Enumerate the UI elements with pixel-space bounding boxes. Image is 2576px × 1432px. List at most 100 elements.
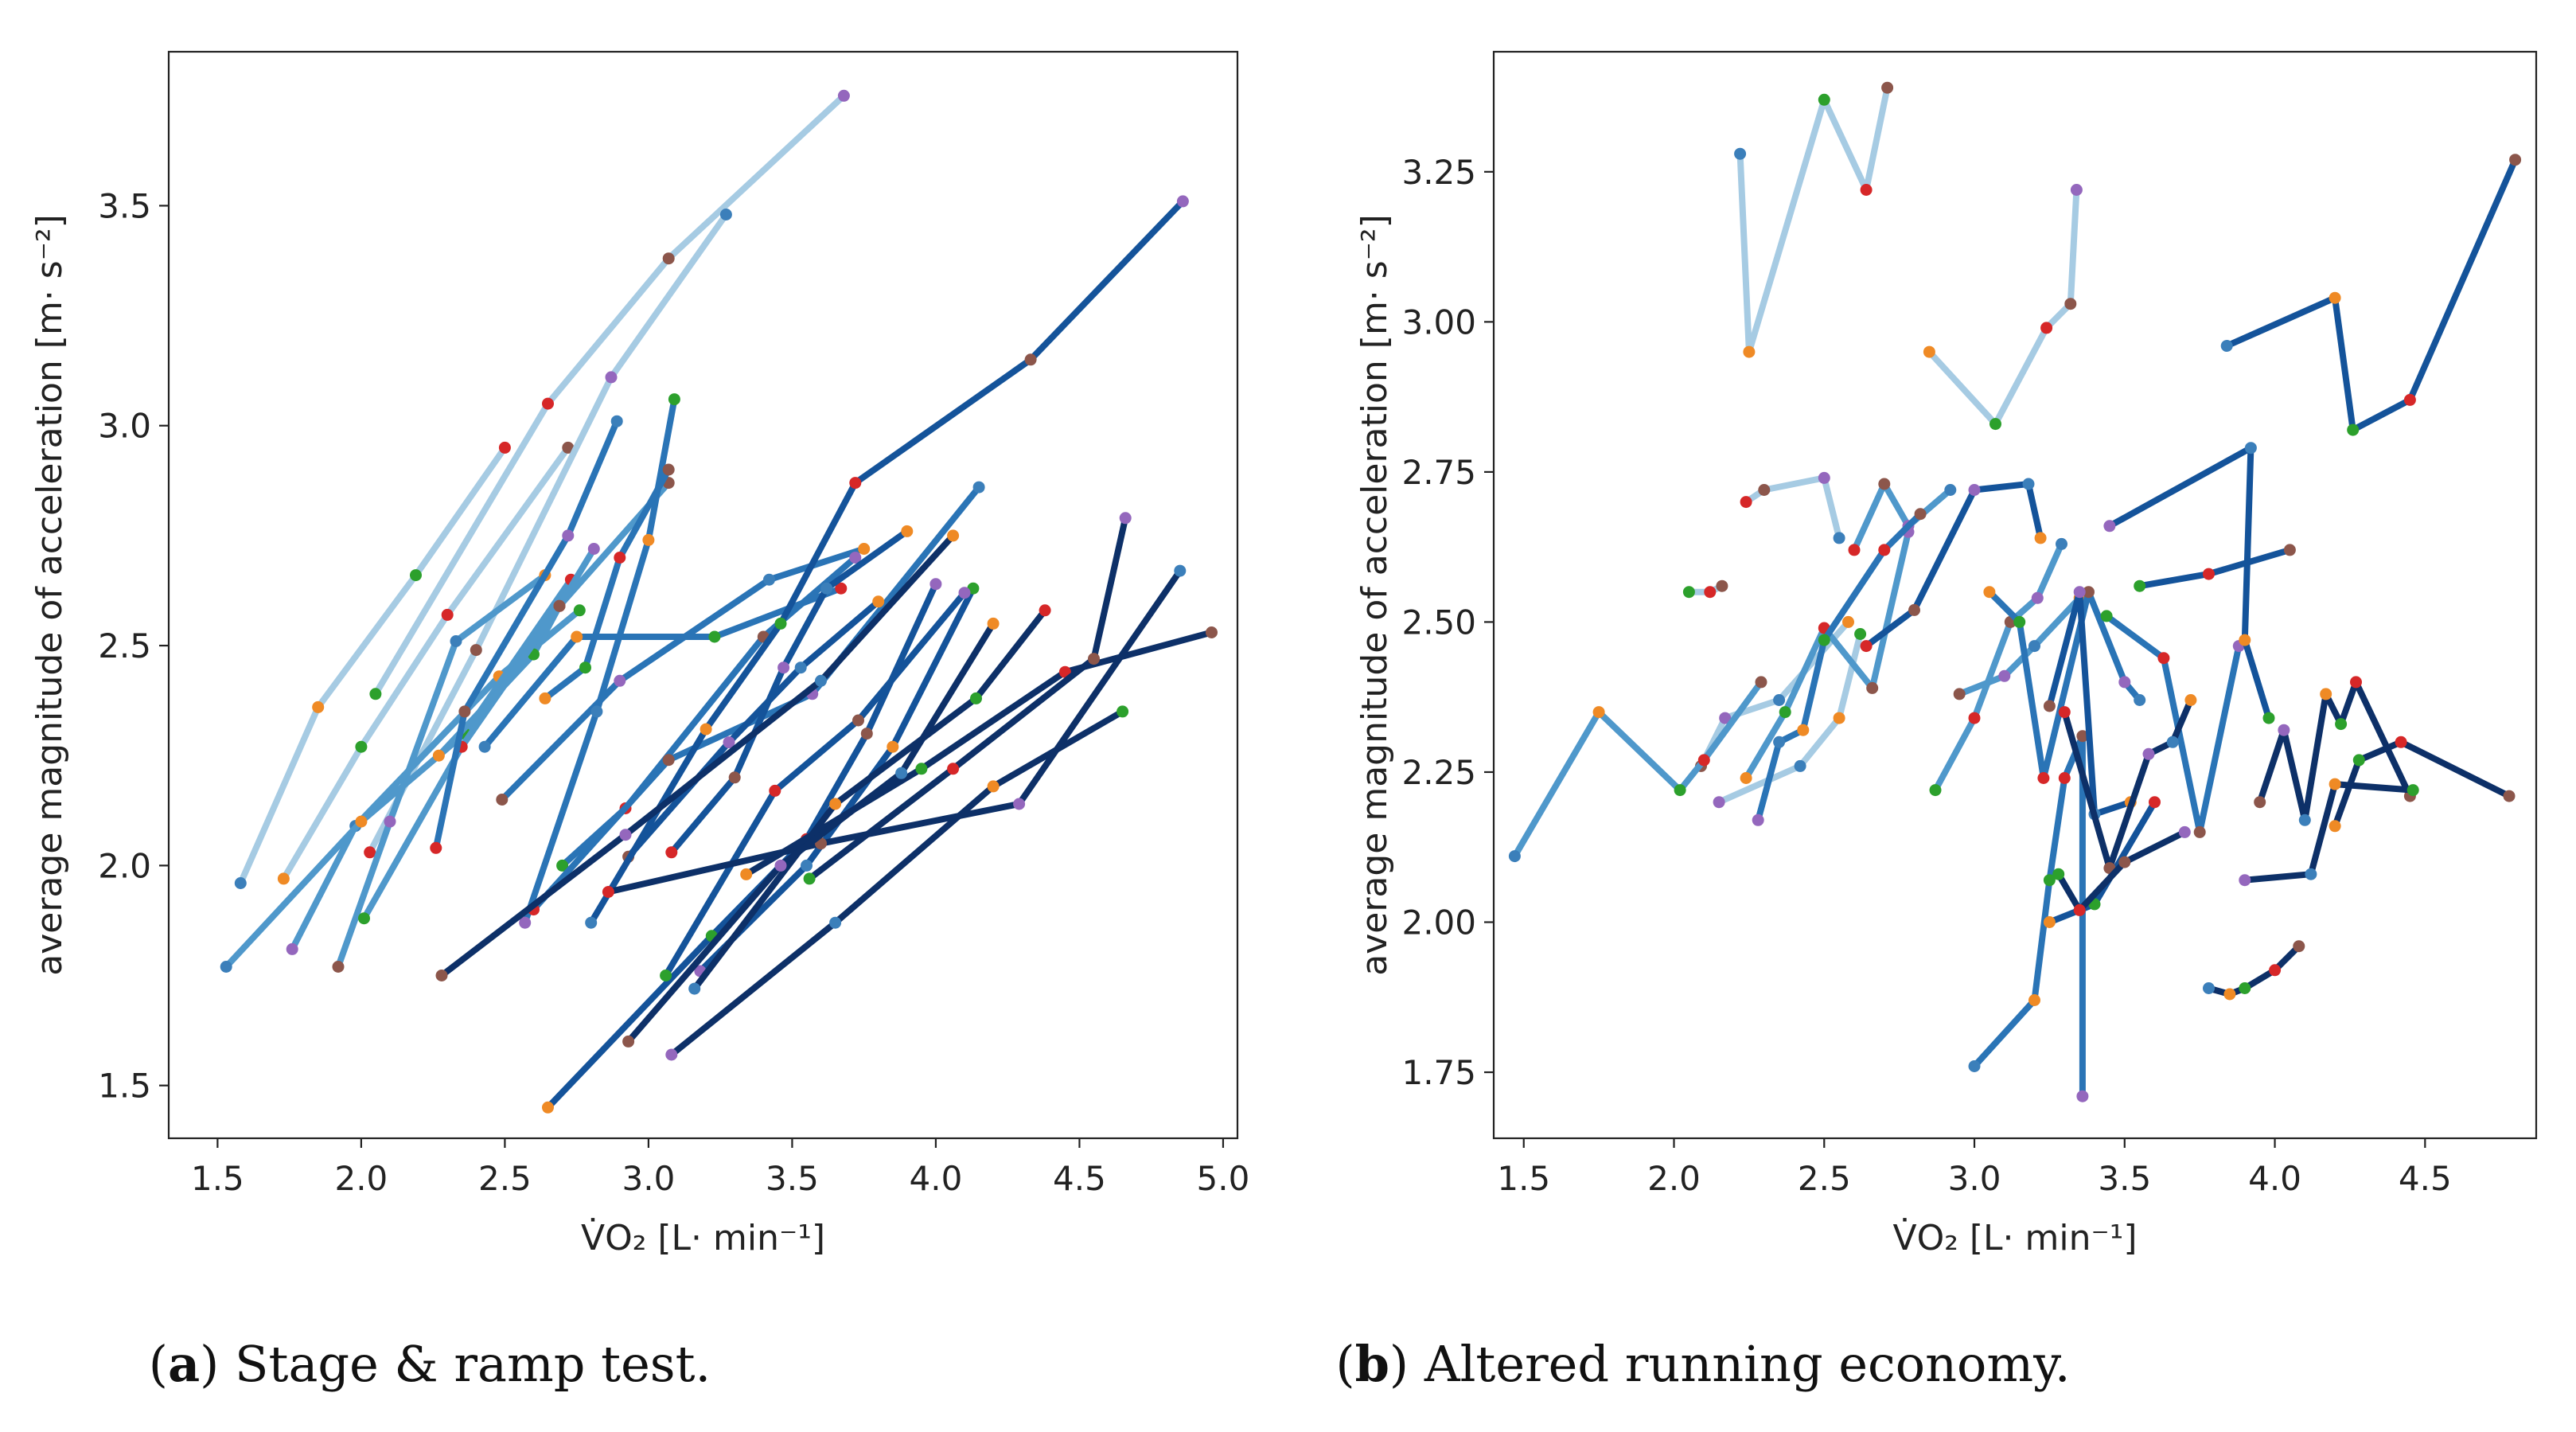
data-point xyxy=(820,582,833,595)
series-a11 xyxy=(496,543,871,806)
data-point xyxy=(432,749,445,762)
data-point xyxy=(2076,1090,2089,1102)
data-point xyxy=(542,1101,554,1114)
data-point xyxy=(1818,93,1830,106)
series-line xyxy=(587,197,1187,927)
data-point xyxy=(1797,724,1810,736)
data-point xyxy=(1176,195,1189,208)
data-point xyxy=(369,688,382,700)
data-point xyxy=(470,644,482,657)
series-line xyxy=(2136,546,2293,590)
data-point xyxy=(929,578,942,591)
series-line xyxy=(625,620,997,1045)
data-point xyxy=(837,89,850,102)
data-point xyxy=(220,961,232,973)
data-point xyxy=(2347,423,2360,436)
x-tick-label: 1.5 xyxy=(191,1159,244,1198)
series-line xyxy=(696,585,976,974)
data-point xyxy=(355,815,368,828)
data-point xyxy=(660,970,672,981)
data-point xyxy=(1818,471,1830,484)
data-point xyxy=(1719,712,1732,724)
data-point xyxy=(2013,615,2026,628)
data-point xyxy=(1682,586,1695,599)
series-b17 xyxy=(2043,586,2137,821)
data-point xyxy=(1508,850,1521,863)
series-a10 xyxy=(430,415,623,854)
data-point xyxy=(1794,759,1806,772)
series-b27 xyxy=(2052,825,2191,916)
series-b7 xyxy=(1508,676,1767,863)
data-point xyxy=(384,815,396,828)
data-point xyxy=(2305,868,2317,880)
data-point xyxy=(590,705,603,718)
data-point xyxy=(947,763,960,775)
data-point xyxy=(614,552,626,564)
series-b4 xyxy=(1740,471,1845,544)
data-point xyxy=(1734,147,1747,160)
x-tick-label: 2.5 xyxy=(478,1159,532,1198)
series-line xyxy=(1971,732,2086,1100)
data-point xyxy=(1914,508,1927,521)
data-point xyxy=(958,587,971,599)
data-point xyxy=(1923,345,1935,358)
data-point xyxy=(1704,586,1717,599)
data-point xyxy=(2134,694,2146,706)
data-point xyxy=(1968,484,1981,496)
data-point xyxy=(2293,940,2305,953)
data-point xyxy=(1818,634,1830,646)
data-point xyxy=(458,705,471,718)
series-line xyxy=(1956,595,2083,697)
data-point xyxy=(1088,653,1100,665)
series-b2 xyxy=(1923,184,2083,431)
data-point xyxy=(1713,796,1725,809)
data-point xyxy=(769,784,781,797)
data-point xyxy=(2239,874,2251,887)
data-point xyxy=(1833,532,1845,544)
data-point xyxy=(435,970,448,981)
data-point xyxy=(1968,712,1981,724)
data-point xyxy=(1860,640,1873,653)
caption-b: (b) Altered running economy. xyxy=(1335,1335,2070,1393)
y-axis-label: average magnitude of acceleration [m· s⁻… xyxy=(1354,214,1395,975)
data-point xyxy=(610,415,623,427)
data-point xyxy=(562,441,575,454)
data-point xyxy=(1674,784,1686,797)
data-point xyxy=(829,916,842,929)
data-point xyxy=(2406,784,2419,797)
series-b23 xyxy=(2254,676,2416,826)
x-tick-label: 5.0 xyxy=(1197,1159,1250,1198)
series-a2 xyxy=(277,441,575,885)
data-point xyxy=(668,393,680,406)
series-line xyxy=(2055,829,2188,914)
data-point xyxy=(2052,868,2065,880)
data-point xyxy=(2043,700,2056,712)
x-tick-label: 3.5 xyxy=(2098,1159,2151,1198)
series-a21 xyxy=(660,587,971,981)
series-a13 xyxy=(478,582,848,753)
series-line xyxy=(1697,618,1852,770)
caption-a: (a) Stage & ramp test. xyxy=(149,1335,711,1393)
data-point xyxy=(901,525,914,537)
series-b18 xyxy=(2103,442,2275,724)
data-point xyxy=(947,529,960,542)
data-point xyxy=(450,635,462,647)
y-tick-label: 3.5 xyxy=(98,186,151,225)
data-point xyxy=(286,942,298,955)
series-b24 xyxy=(2239,778,2419,887)
series-line xyxy=(2223,156,2519,434)
data-point xyxy=(478,740,491,753)
data-point xyxy=(1848,544,1861,556)
data-point xyxy=(662,754,675,767)
data-point xyxy=(1878,478,1891,490)
data-point xyxy=(2103,520,2116,533)
data-point xyxy=(2395,736,2407,748)
data-point xyxy=(2269,964,2282,977)
data-point xyxy=(970,692,982,704)
data-point xyxy=(849,477,862,490)
series-line xyxy=(605,568,1183,895)
series-line xyxy=(1736,84,1891,356)
series-a23 xyxy=(435,529,960,981)
y-tick-label: 3.25 xyxy=(1401,153,1476,192)
data-point xyxy=(1881,81,1894,94)
